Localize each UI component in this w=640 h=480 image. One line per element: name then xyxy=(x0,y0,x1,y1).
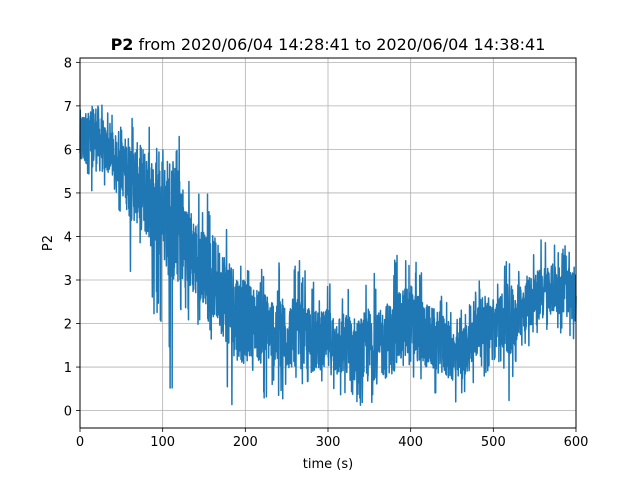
x-tick-label: 600 xyxy=(564,435,589,450)
y-tick-label: 3 xyxy=(64,274,72,289)
y-tick-label: 4 xyxy=(64,230,72,245)
y-axis-label: P2 xyxy=(41,235,56,251)
y-tick-label: 1 xyxy=(64,361,72,376)
chart-title-bold: P2 xyxy=(111,35,134,54)
chart-title-rest: from 2020/06/04 14:28:41 to 2020/06/04 1… xyxy=(133,35,545,54)
x-tick-label: 400 xyxy=(398,435,423,450)
y-tick-label: 7 xyxy=(64,100,72,115)
y-tick-label: 6 xyxy=(64,143,72,158)
y-tick-label: 0 xyxy=(64,405,72,420)
x-tick-label: 500 xyxy=(481,435,506,450)
y-tick-label: 5 xyxy=(64,187,72,202)
y-tick-label: 8 xyxy=(64,56,72,71)
x-tick-label: 100 xyxy=(150,435,175,450)
x-tick-label: 300 xyxy=(316,435,341,450)
y-tick-label: 2 xyxy=(64,318,72,333)
x-tick-label: 0 xyxy=(76,435,84,450)
series-line xyxy=(79,104,577,407)
series-layer xyxy=(79,104,577,407)
x-axis-label: time (s) xyxy=(303,457,353,472)
x-tick-label: 200 xyxy=(233,435,258,450)
ticks: 0 100 200 300 400 500 600 0 1 2 3 4 5 6 7 8 xyxy=(64,56,589,450)
chart-title: P2 from 2020/06/04 14:28:41 to 2020/06/0… xyxy=(111,35,546,54)
